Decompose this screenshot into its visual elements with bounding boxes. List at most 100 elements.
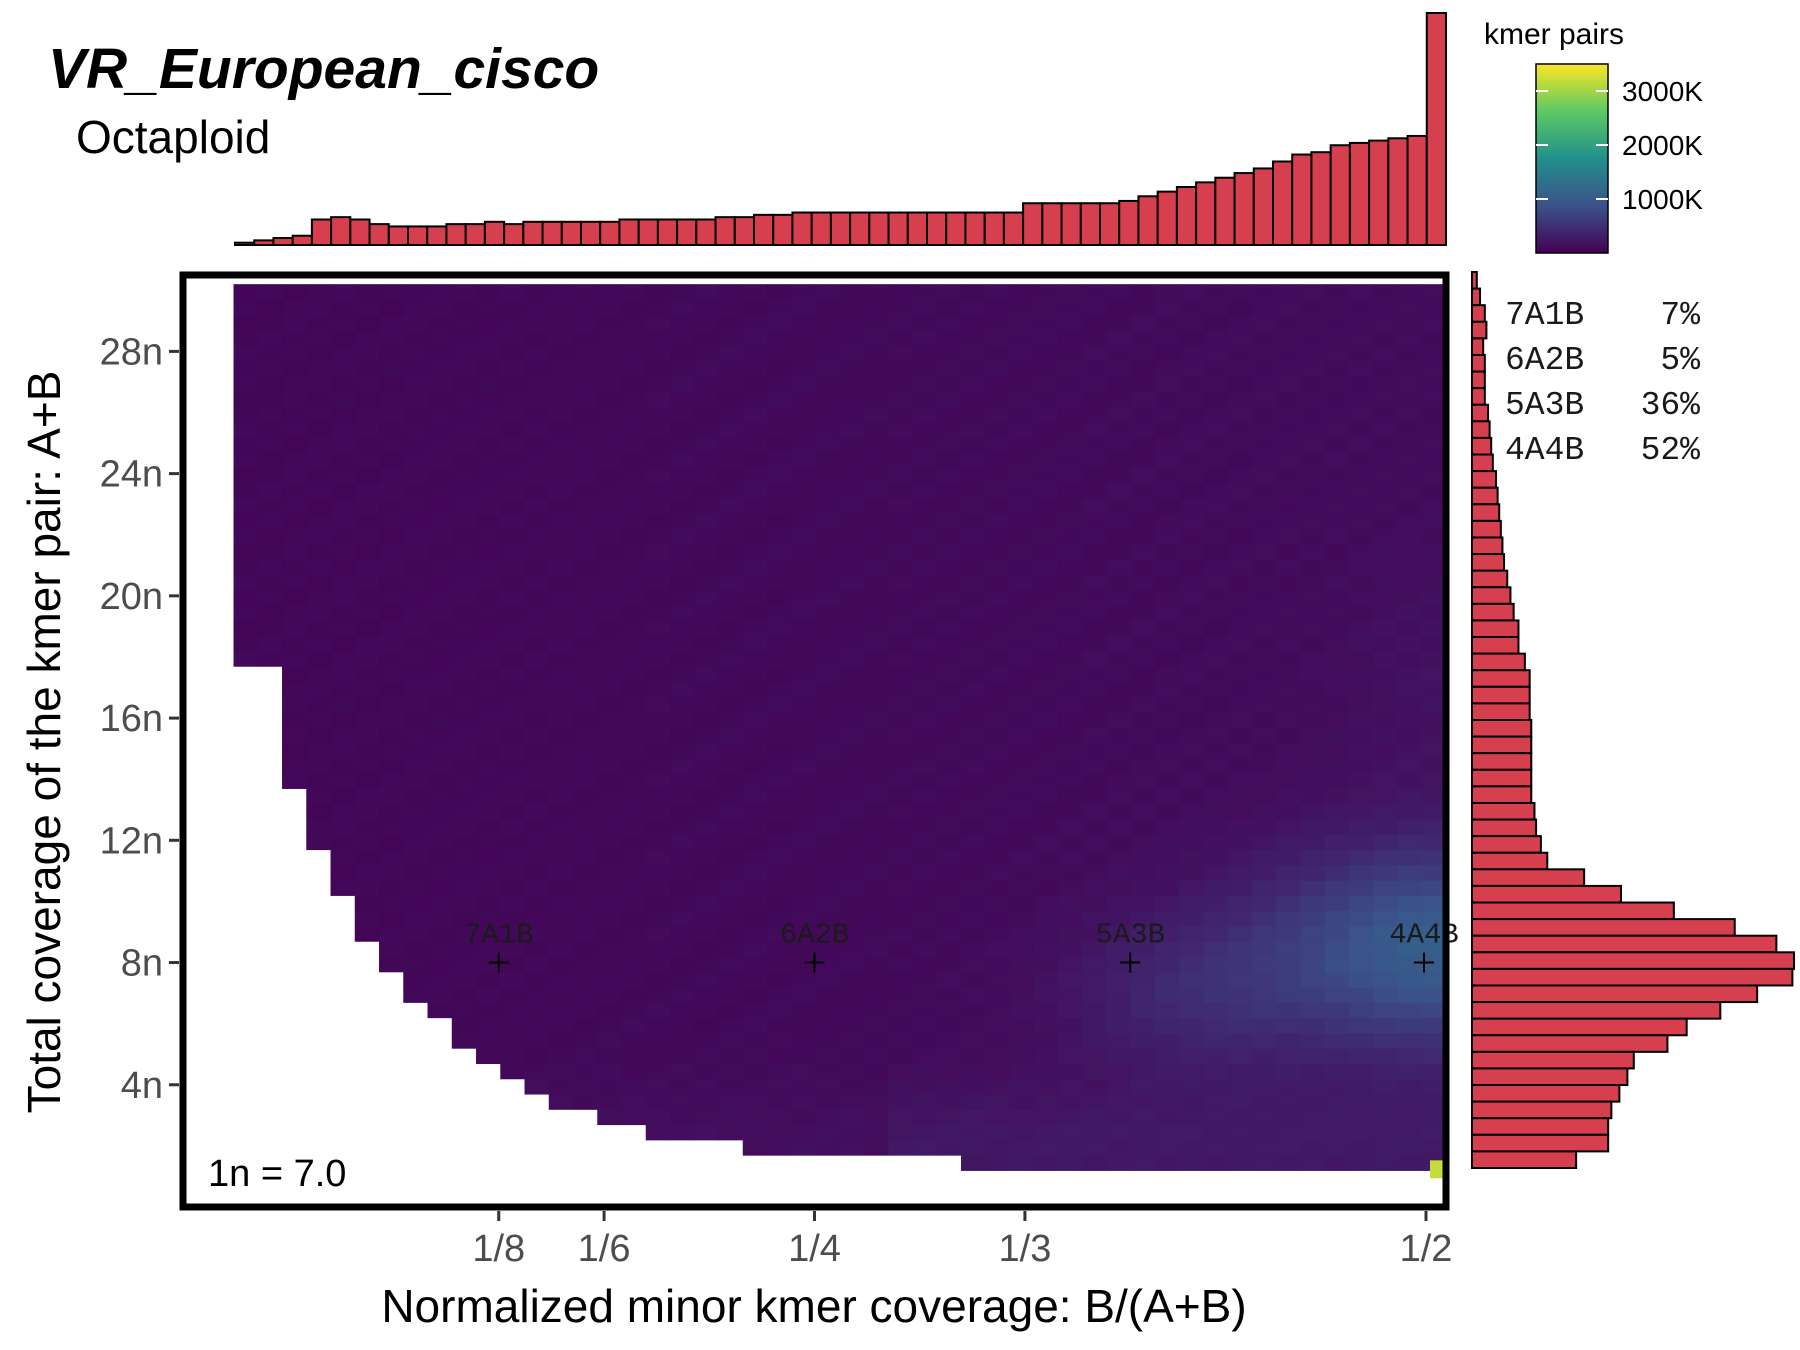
heatmap-cell: [233, 299, 259, 316]
heatmap-cell: [354, 436, 380, 453]
heatmap-cell: [306, 589, 332, 606]
heatmap-cell: [1421, 528, 1447, 545]
heatmap-cell: [282, 620, 307, 637]
heatmap-cell: [1227, 849, 1253, 866]
heatmap-cell: [645, 986, 671, 1003]
heatmap-cell: [815, 834, 841, 851]
heatmap-cell: [282, 528, 307, 545]
heatmap-cell: [597, 910, 623, 927]
heatmap-cell: [742, 711, 768, 728]
heatmap-cell: [888, 803, 914, 820]
heatmap-cell: [524, 360, 550, 377]
heatmap-cell: [1130, 605, 1156, 621]
heatmap-cell: [1227, 284, 1253, 301]
heatmap-cell: [1130, 345, 1156, 362]
heatmap-cell: [1033, 1017, 1059, 1034]
heatmap-cell: [791, 849, 817, 866]
heatmap-cell: [888, 284, 914, 301]
heatmap-cell: [1179, 1093, 1205, 1110]
heatmap-cell: [1082, 1093, 1108, 1110]
heatmap-cell: [403, 696, 429, 713]
heatmap-cell: [573, 345, 598, 362]
heatmap-cell: [233, 421, 259, 438]
heatmap-cell: [936, 971, 962, 988]
heatmap-cell: [1300, 681, 1326, 698]
heatmap-cell: [888, 406, 914, 423]
heatmap-cell: [839, 666, 865, 683]
heatmap-cell: [864, 543, 889, 560]
heatmap-cell: [573, 681, 598, 698]
heatmap-cell: [1009, 284, 1035, 301]
heatmap-cell: [451, 773, 477, 789]
heatmap-cell: [1421, 711, 1447, 728]
heatmap-cell: [597, 635, 623, 652]
heatmap-cell: [403, 864, 429, 881]
heatmap-cell: [1397, 880, 1423, 896]
heatmap-cell: [1300, 803, 1326, 820]
heatmap-cell: [767, 498, 792, 514]
heatmap-cell: [1227, 956, 1253, 973]
heatmap-cell: [621, 925, 647, 942]
heatmap-cell: [1252, 880, 1277, 896]
heatmap-cell: [354, 773, 380, 789]
heatmap-cell: [864, 559, 889, 576]
heatmap-cell: [645, 788, 671, 805]
heatmap-cell: [1058, 375, 1083, 392]
right-histogram-bar: [1471, 619, 1520, 639]
heatmap-cell: [1082, 757, 1108, 774]
heatmap-cell: [1373, 818, 1399, 835]
heatmap-cell: [961, 910, 986, 927]
heatmap-cell: [306, 696, 332, 713]
top-histogram-bar: [1272, 160, 1294, 246]
heatmap-cell: [888, 543, 914, 560]
heatmap-cell: [403, 773, 429, 789]
heatmap-cell: [1106, 1048, 1132, 1064]
heatmap-cell: [1421, 880, 1447, 896]
heatmap-cell: [1203, 696, 1229, 713]
heatmap-cell: [500, 1048, 526, 1064]
heatmap-cell: [1058, 742, 1083, 759]
heatmap-cell: [1227, 696, 1253, 713]
heatmap-cell: [427, 757, 453, 774]
heatmap-cell: [645, 467, 671, 484]
heatmap-cell: [403, 513, 429, 530]
heatmap-cell: [330, 375, 356, 392]
heatmap-cell: [597, 330, 623, 346]
right-histogram-bar: [1471, 984, 1759, 1004]
heatmap-cell: [379, 788, 404, 805]
heatmap-cell: [936, 620, 962, 637]
heatmap-cell: [1276, 528, 1302, 545]
heatmap-cell: [1227, 971, 1253, 988]
heatmap-cell: [1203, 864, 1229, 881]
heatmap-cell: [1058, 711, 1083, 728]
heatmap-cell: [1203, 727, 1229, 744]
heatmap-cell: [1276, 941, 1302, 958]
heatmap-cell: [330, 482, 356, 499]
heatmap-cell: [330, 574, 356, 591]
heatmap-cell: [379, 956, 404, 973]
heatmap-cell: [1252, 788, 1277, 805]
heatmap-cell: [815, 788, 841, 805]
heatmap-cell: [1130, 620, 1156, 637]
heatmap-cell: [912, 1002, 938, 1019]
heatmap-cell: [864, 788, 889, 805]
heatmap-cell: [524, 605, 550, 621]
heatmap-cell: [1227, 788, 1253, 805]
heatmap-cell: [451, 880, 477, 896]
heatmap-cell: [670, 635, 695, 652]
heatmap-cell: [573, 314, 598, 331]
heatmap-cell: [936, 1032, 962, 1049]
heatmap-cell: [548, 849, 574, 866]
heatmap-cell: [476, 559, 501, 576]
heatmap-cell: [1397, 803, 1423, 820]
heatmap-cell: [1349, 666, 1374, 683]
heatmap-cell: [1276, 589, 1302, 606]
heatmap-cell: [306, 406, 332, 423]
heatmap-cell: [597, 727, 623, 744]
heatmap-cell: [524, 1063, 550, 1080]
heatmap-cell: [1276, 330, 1302, 346]
heatmap-cell: [1155, 757, 1180, 774]
heatmap-cell: [621, 345, 647, 362]
heatmap-cell: [839, 1078, 865, 1095]
heatmap-cell: [1373, 436, 1399, 453]
